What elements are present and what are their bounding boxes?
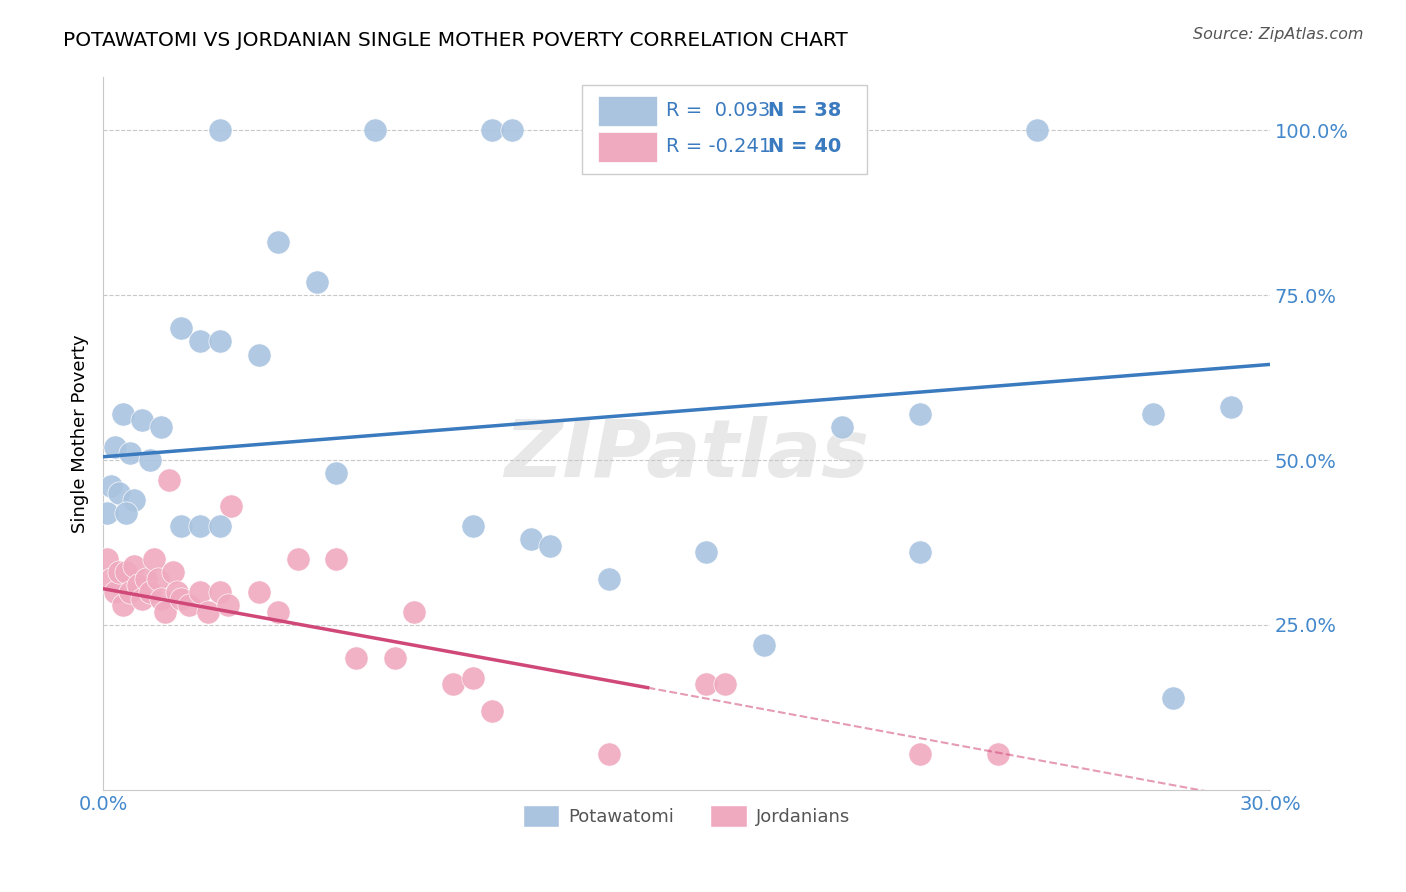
- Point: [520, 533, 543, 547]
- Point: [122, 558, 145, 573]
- Point: [197, 605, 219, 619]
- Point: [96, 506, 118, 520]
- Point: [135, 572, 157, 586]
- Point: [695, 677, 717, 691]
- Point: [170, 591, 193, 606]
- Point: [104, 585, 127, 599]
- Point: [714, 677, 737, 691]
- Point: [150, 420, 173, 434]
- Point: [100, 479, 122, 493]
- Point: [305, 275, 328, 289]
- FancyBboxPatch shape: [598, 96, 658, 126]
- Point: [221, 500, 243, 514]
- Point: [111, 598, 134, 612]
- Point: [139, 453, 162, 467]
- Point: [155, 605, 177, 619]
- Point: [501, 123, 523, 137]
- Point: [170, 321, 193, 335]
- Text: Source: ZipAtlas.com: Source: ZipAtlas.com: [1194, 27, 1364, 42]
- Point: [100, 572, 122, 586]
- Y-axis label: Single Mother Poverty: Single Mother Poverty: [72, 334, 89, 533]
- Point: [1142, 407, 1164, 421]
- Point: [157, 473, 180, 487]
- FancyBboxPatch shape: [598, 132, 658, 161]
- Point: [177, 598, 200, 612]
- Point: [1161, 690, 1184, 705]
- Point: [695, 545, 717, 559]
- Point: [111, 407, 134, 421]
- Point: [115, 506, 138, 520]
- Point: [247, 347, 270, 361]
- Point: [122, 492, 145, 507]
- Point: [384, 651, 406, 665]
- Point: [481, 704, 503, 718]
- Text: N = 38: N = 38: [768, 102, 842, 120]
- FancyBboxPatch shape: [582, 85, 868, 174]
- Point: [267, 235, 290, 250]
- Point: [190, 585, 212, 599]
- Point: [162, 565, 184, 579]
- Point: [908, 545, 931, 559]
- Point: [598, 572, 620, 586]
- Point: [208, 334, 231, 349]
- Point: [404, 605, 426, 619]
- Point: [831, 420, 853, 434]
- Point: [987, 747, 1010, 761]
- Point: [908, 747, 931, 761]
- Point: [441, 677, 464, 691]
- Point: [139, 585, 162, 599]
- Point: [131, 591, 153, 606]
- Point: [538, 539, 561, 553]
- Point: [1220, 401, 1243, 415]
- Point: [104, 440, 127, 454]
- Point: [1025, 123, 1047, 137]
- Point: [170, 519, 193, 533]
- Text: ZIPatlas: ZIPatlas: [503, 416, 869, 494]
- Point: [364, 123, 387, 137]
- Point: [150, 591, 173, 606]
- Point: [190, 334, 212, 349]
- Point: [287, 552, 309, 566]
- Point: [120, 446, 142, 460]
- Point: [142, 552, 165, 566]
- Point: [267, 605, 290, 619]
- Point: [208, 585, 231, 599]
- Text: R =  0.093: R = 0.093: [665, 102, 770, 120]
- Point: [208, 519, 231, 533]
- Point: [598, 747, 620, 761]
- Text: N = 40: N = 40: [768, 137, 841, 156]
- Point: [754, 638, 776, 652]
- Point: [908, 407, 931, 421]
- Point: [217, 598, 239, 612]
- Point: [107, 486, 129, 500]
- Point: [344, 651, 367, 665]
- Point: [120, 585, 142, 599]
- Point: [146, 572, 169, 586]
- Text: POTAWATOMI VS JORDANIAN SINGLE MOTHER POVERTY CORRELATION CHART: POTAWATOMI VS JORDANIAN SINGLE MOTHER PO…: [63, 31, 848, 50]
- Text: R = -0.241: R = -0.241: [665, 137, 770, 156]
- Point: [325, 467, 347, 481]
- Point: [461, 519, 484, 533]
- Point: [190, 519, 212, 533]
- Point: [461, 671, 484, 685]
- Point: [127, 578, 149, 592]
- Point: [96, 552, 118, 566]
- Point: [107, 565, 129, 579]
- Point: [481, 123, 503, 137]
- Point: [131, 413, 153, 427]
- Point: [166, 585, 188, 599]
- Point: [325, 552, 347, 566]
- Point: [115, 565, 138, 579]
- Point: [208, 123, 231, 137]
- Legend: Potawatomi, Jordanians: Potawatomi, Jordanians: [516, 797, 858, 834]
- Point: [247, 585, 270, 599]
